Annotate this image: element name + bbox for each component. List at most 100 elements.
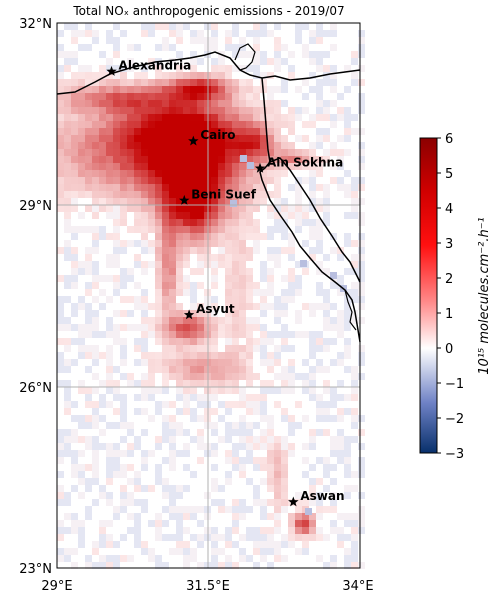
heatmap-cell: [120, 65, 127, 72]
heatmap-cell: [71, 429, 78, 436]
heatmap-cell: [225, 324, 232, 331]
heatmap-cell: [64, 149, 71, 156]
heatmap-cell: [169, 331, 176, 338]
heatmap-cell: [169, 338, 176, 345]
heatmap-cell: [246, 380, 253, 387]
heatmap-cell: [183, 93, 190, 100]
heatmap-cell: [141, 163, 148, 170]
heatmap-cell: [57, 296, 64, 303]
heatmap-cell: [162, 93, 169, 100]
heatmap-cell: [218, 324, 225, 331]
heatmap-cell: [197, 443, 204, 450]
heatmap-cell: [225, 345, 232, 352]
heatmap-cell: [155, 86, 162, 93]
heatmap-cell: [92, 149, 99, 156]
heatmap-cell: [344, 317, 351, 324]
heatmap-cell: [218, 254, 225, 261]
heatmap-cell: [295, 289, 302, 296]
heatmap-cell: [71, 191, 78, 198]
heatmap-cell: [106, 149, 113, 156]
heatmap-cell: [64, 555, 71, 562]
heatmap-cell: [141, 485, 148, 492]
heatmap-cell: [302, 212, 309, 219]
heatmap-cell: [148, 240, 155, 247]
heatmap-cell: [323, 338, 330, 345]
heatmap-cell: [274, 226, 281, 233]
heatmap-cell: [337, 254, 344, 261]
heatmap-cell: [260, 394, 267, 401]
heatmap-cell: [253, 135, 260, 142]
heatmap-cell: [351, 184, 358, 191]
heatmap-cell: [323, 303, 330, 310]
heatmap-cell: [106, 156, 113, 163]
heatmap-cell: [106, 366, 113, 373]
heatmap-cell: [169, 485, 176, 492]
heatmap-cell: [99, 289, 106, 296]
heatmap-cell: [120, 373, 127, 380]
heatmap-cell: [155, 513, 162, 520]
heatmap-cell: [323, 79, 330, 86]
heatmap-cell: [120, 86, 127, 93]
heatmap-cell: [113, 93, 120, 100]
heatmap-cell: [183, 450, 190, 457]
heatmap-cell: [120, 135, 127, 142]
heatmap-cell: [92, 562, 99, 569]
heatmap-cell: [316, 415, 323, 422]
heatmap-cell: [211, 170, 218, 177]
heatmap-cell: [92, 268, 99, 275]
heatmap-cell: [162, 121, 169, 128]
heatmap-cell: [330, 562, 337, 569]
heatmap-cell: [211, 23, 218, 30]
heatmap-cell: [183, 247, 190, 254]
heatmap-cell: [232, 450, 239, 457]
colorbar-tick-label: −2: [445, 412, 464, 427]
heatmap-cell: [232, 268, 239, 275]
heatmap-cell: [169, 366, 176, 373]
heatmap-cell: [99, 51, 106, 58]
heatmap-cell: [78, 296, 85, 303]
heatmap-cell: [309, 226, 316, 233]
heatmap-cell: [309, 233, 316, 240]
heatmap-cell: [309, 527, 316, 534]
heatmap-cell: [57, 128, 64, 135]
heatmap-cell: [309, 205, 316, 212]
heatmap-cell: [211, 331, 218, 338]
heatmap-cell: [99, 429, 106, 436]
heatmap-cell: [169, 128, 176, 135]
heatmap-cell: [176, 30, 183, 37]
heatmap-cell: [232, 303, 239, 310]
heatmap-cell: [288, 429, 295, 436]
heatmap-cell: [78, 520, 85, 527]
heatmap-cell: [162, 534, 169, 541]
heatmap-cell: [211, 268, 218, 275]
heatmap-cell: [274, 86, 281, 93]
heatmap-cell: [176, 380, 183, 387]
heatmap-cell: [253, 198, 260, 205]
heatmap-cell: [176, 170, 183, 177]
heatmap-cell: [197, 345, 204, 352]
heatmap-cell: [113, 387, 120, 394]
heatmap-cell: [246, 338, 253, 345]
heatmap-cell: [141, 177, 148, 184]
heatmap-cell: [169, 254, 176, 261]
heatmap-cell: [288, 254, 295, 261]
heatmap-cell: [127, 268, 134, 275]
heatmap-cell: [120, 275, 127, 282]
heatmap-cell: [113, 121, 120, 128]
heatmap-cell: [155, 254, 162, 261]
heatmap-cell: [190, 212, 197, 219]
heatmap-cell: [92, 415, 99, 422]
heatmap-cell: [267, 212, 274, 219]
heatmap-cell: [358, 345, 365, 352]
heatmap-cell: [106, 555, 113, 562]
heatmap-cell: [246, 247, 253, 254]
heatmap-cell: [141, 121, 148, 128]
heatmap-cell: [253, 422, 260, 429]
heatmap-cell: [260, 23, 267, 30]
heatmap-cell: [106, 534, 113, 541]
heatmap-cell: [134, 541, 141, 548]
heatmap-cell: [218, 534, 225, 541]
heatmap-cell: [106, 86, 113, 93]
heatmap-cell: [169, 30, 176, 37]
heatmap-cell: [246, 212, 253, 219]
